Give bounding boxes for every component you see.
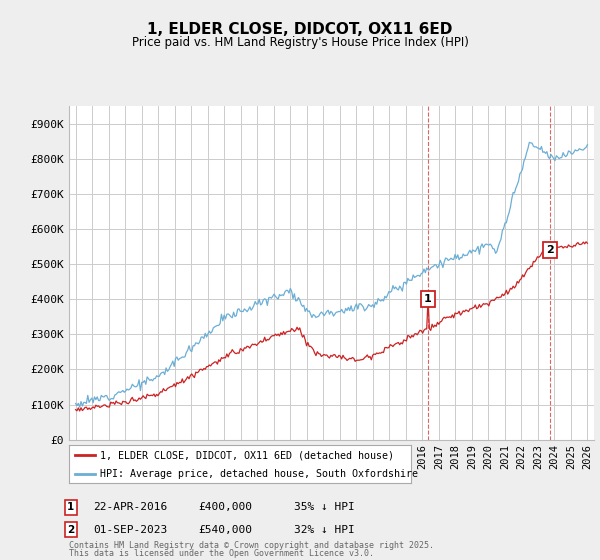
Text: 35% ↓ HPI: 35% ↓ HPI [294,502,355,512]
Text: This data is licensed under the Open Government Licence v3.0.: This data is licensed under the Open Gov… [69,549,374,558]
Text: 2: 2 [67,525,74,535]
Text: 1: 1 [424,295,432,304]
Text: 1, ELDER CLOSE, DIDCOT, OX11 6ED: 1, ELDER CLOSE, DIDCOT, OX11 6ED [148,22,452,38]
Text: HPI: Average price, detached house, South Oxfordshire: HPI: Average price, detached house, Sout… [100,469,418,479]
Text: 2: 2 [546,245,553,255]
Text: £400,000: £400,000 [198,502,252,512]
Text: £540,000: £540,000 [198,525,252,535]
Text: Contains HM Land Registry data © Crown copyright and database right 2025.: Contains HM Land Registry data © Crown c… [69,541,434,550]
Text: 01-SEP-2023: 01-SEP-2023 [93,525,167,535]
Text: Price paid vs. HM Land Registry's House Price Index (HPI): Price paid vs. HM Land Registry's House … [131,36,469,49]
Text: 1: 1 [67,502,74,512]
Text: 32% ↓ HPI: 32% ↓ HPI [294,525,355,535]
Text: 1, ELDER CLOSE, DIDCOT, OX11 6ED (detached house): 1, ELDER CLOSE, DIDCOT, OX11 6ED (detach… [100,450,394,460]
Text: 22-APR-2016: 22-APR-2016 [93,502,167,512]
